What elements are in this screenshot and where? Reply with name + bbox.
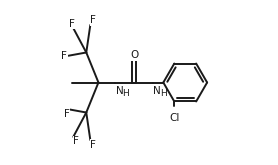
Text: O: O xyxy=(130,50,138,60)
Text: F: F xyxy=(73,136,79,146)
Text: N: N xyxy=(116,86,123,96)
Text: N: N xyxy=(153,86,161,96)
Text: F: F xyxy=(90,140,96,150)
Text: Cl: Cl xyxy=(169,113,180,123)
Text: F: F xyxy=(90,15,96,25)
Text: H: H xyxy=(160,89,167,98)
Text: F: F xyxy=(64,109,70,119)
Text: F: F xyxy=(61,51,67,61)
Text: F: F xyxy=(69,19,75,29)
Text: H: H xyxy=(122,89,129,98)
